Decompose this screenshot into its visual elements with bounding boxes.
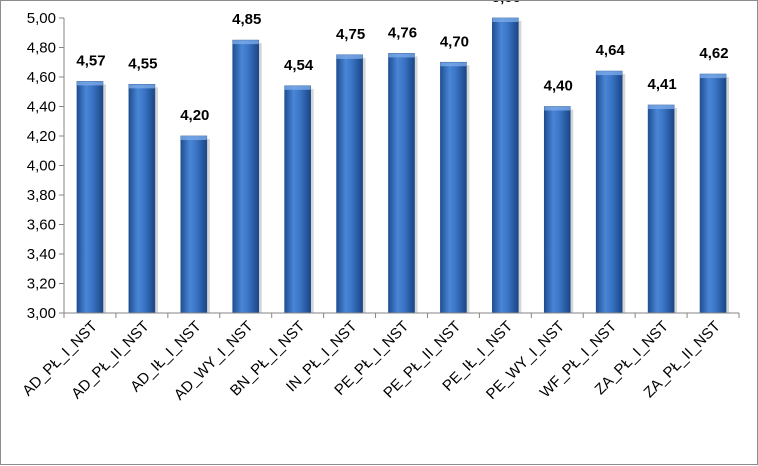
bar-top — [76, 81, 103, 86]
bar-top — [232, 40, 259, 45]
bar-top — [492, 18, 519, 22]
data-label: 4,70 — [440, 33, 469, 50]
y-tick-label: 4,80 — [27, 40, 56, 57]
bar-top — [440, 62, 467, 67]
y-tick-label: 4,00 — [27, 158, 56, 175]
data-label: 4,54 — [284, 57, 314, 74]
data-label: 4,40 — [544, 78, 573, 95]
bar — [647, 104, 675, 314]
y-tick-label: 3,20 — [27, 276, 56, 293]
bar-top — [284, 85, 311, 90]
bar — [543, 106, 571, 314]
data-label: 4,62 — [699, 45, 728, 62]
bar-top — [388, 53, 415, 58]
data-label: 4,20 — [180, 107, 209, 124]
y-tick-label: 4,40 — [27, 99, 56, 116]
bar-top — [648, 105, 675, 110]
data-label: 4,41 — [648, 76, 677, 93]
y-tick-label: 5,00 — [27, 10, 56, 27]
data-label: 5,00 — [492, 1, 521, 6]
bar — [284, 85, 311, 314]
y-tick-label: 4,60 — [27, 69, 56, 86]
data-label: 4,75 — [336, 26, 365, 43]
bar-top — [128, 84, 155, 89]
y-tick-label: 4,20 — [27, 128, 56, 145]
bar-top — [596, 71, 623, 76]
bar — [595, 70, 623, 314]
bar — [232, 39, 260, 314]
bar-top — [544, 106, 571, 111]
bar — [440, 61, 467, 314]
bar-top — [336, 54, 363, 59]
bar — [492, 17, 519, 314]
y-tick-label: 3,40 — [27, 246, 56, 263]
data-label: 4,85 — [232, 11, 261, 28]
bar-top — [700, 74, 727, 79]
y-tick-label: 3,60 — [27, 217, 56, 234]
bar — [128, 84, 156, 314]
data-label: 4,76 — [388, 24, 417, 41]
data-label: 4,55 — [128, 55, 157, 72]
bars-layer — [76, 17, 730, 314]
bar — [76, 81, 104, 314]
bar — [699, 73, 727, 314]
bar — [180, 135, 208, 314]
y-tick-label: 3,00 — [27, 305, 56, 322]
bar — [336, 54, 363, 314]
axis-layer: 3,00 3,20 3,40 3,60 3,80 4,00 4,20 4,40 4,60 4,80… — [27, 10, 740, 322]
y-tick-label: 3,80 — [27, 187, 56, 204]
data-label: 4,57 — [76, 52, 105, 69]
bar-top — [180, 136, 207, 140]
bar — [388, 53, 415, 314]
data-label: 4,64 — [596, 42, 626, 59]
